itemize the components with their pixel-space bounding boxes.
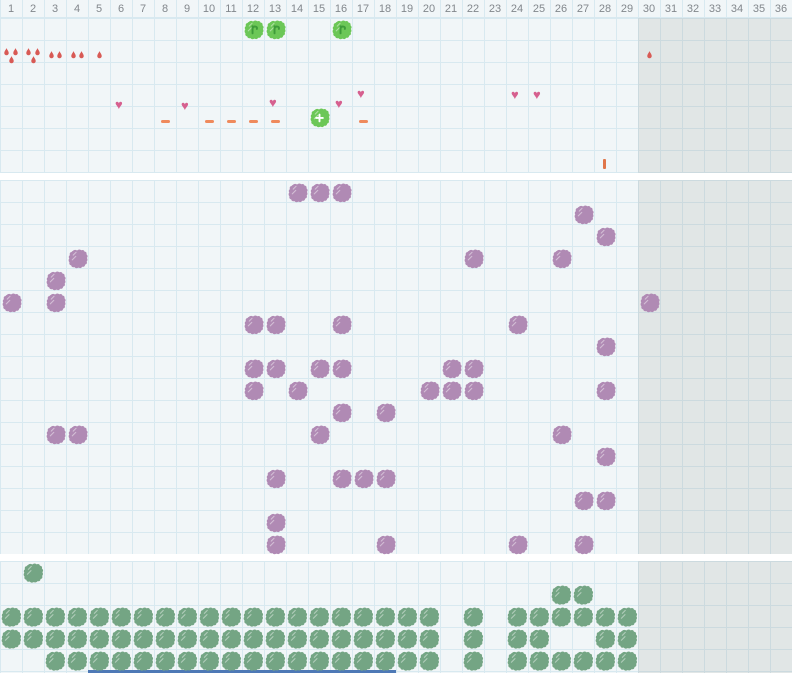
column-header-6: 6 <box>117 3 125 15</box>
column-header-row: 1 2 3 4 5 6 7 8 9 10 11 12 13 14 15 16 17 18 19 20 21 22 23 24 2… <box>0 0 792 18</box>
column-header-15: 15 <box>312 3 326 15</box>
inactive-area-overlay-middle <box>638 180 792 554</box>
column-header-16: 16 <box>334 3 348 15</box>
column-header-11: 11 <box>225 3 237 15</box>
column-header-7: 7 <box>139 3 147 15</box>
column-header-3: 3 <box>51 3 59 15</box>
top-status-section[interactable] <box>0 18 792 173</box>
column-header-22: 22 <box>466 3 480 15</box>
inactive-area-overlay-bottom <box>638 561 792 673</box>
column-header-8: 8 <box>161 3 169 15</box>
column-header-18: 18 <box>378 3 392 15</box>
column-header-26: 26 <box>554 3 568 15</box>
column-header-27: 27 <box>576 3 590 15</box>
column-header-25: 25 <box>532 3 546 15</box>
inactive-area-overlay-top <box>638 18 792 173</box>
column-header-9: 9 <box>183 3 191 15</box>
column-header-17: 17 <box>356 3 370 15</box>
column-header-13: 13 <box>268 3 282 15</box>
column-header-2: 2 <box>29 3 37 15</box>
column-header-19: 19 <box>400 3 414 15</box>
column-header-14: 14 <box>290 3 304 15</box>
column-header-23: 23 <box>488 3 502 15</box>
column-header-35: 35 <box>752 3 766 15</box>
middle-field-section[interactable] <box>0 180 792 554</box>
column-header-4: 4 <box>73 3 81 15</box>
column-header-32: 32 <box>686 3 700 15</box>
column-header-12: 12 <box>246 3 260 15</box>
column-header-10: 10 <box>202 3 216 15</box>
column-header-5: 5 <box>95 3 103 15</box>
bottom-partial-bar <box>88 670 396 673</box>
column-header-34: 34 <box>730 3 744 15</box>
column-header-36: 36 <box>774 3 788 15</box>
column-header-31: 31 <box>664 3 678 15</box>
column-header-29: 29 <box>620 3 634 15</box>
column-header-24: 24 <box>510 3 524 15</box>
column-header-28: 28 <box>598 3 612 15</box>
column-header-1: 1 <box>7 3 15 15</box>
column-header-21: 21 <box>444 3 458 15</box>
column-header-33: 33 <box>708 3 722 15</box>
column-header-30: 30 <box>642 3 656 15</box>
column-header-20: 20 <box>422 3 436 15</box>
bottom-herd-section[interactable] <box>0 561 792 673</box>
